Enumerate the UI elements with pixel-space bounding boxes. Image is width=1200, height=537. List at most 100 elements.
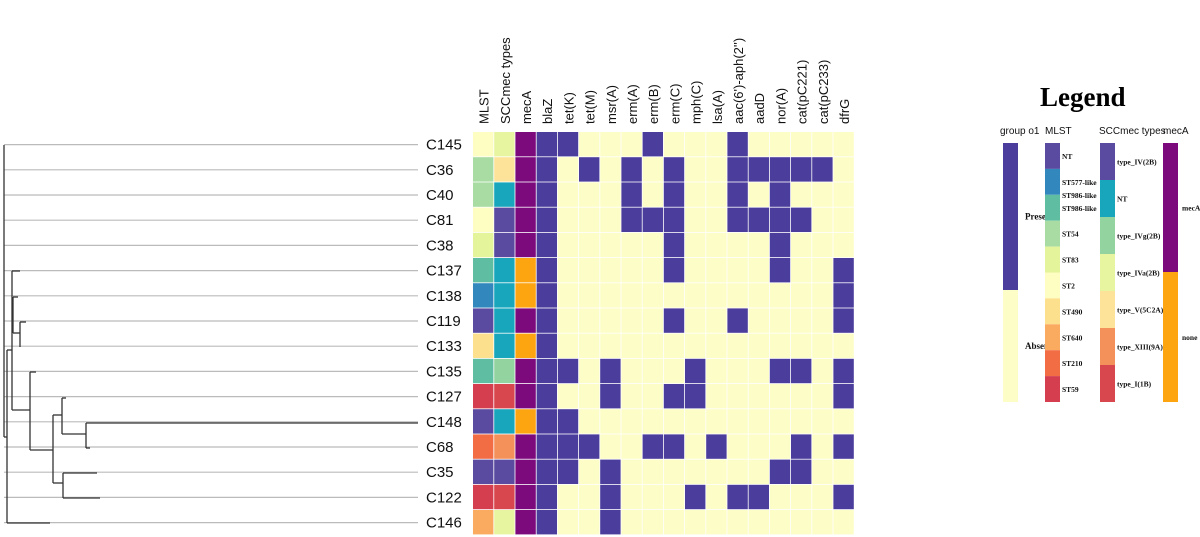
heatmap-cell — [579, 384, 600, 409]
heatmap-cell — [706, 182, 727, 207]
tip-label: C146 — [426, 515, 462, 532]
heatmap-cell — [473, 358, 494, 384]
heatmap-cell — [557, 207, 579, 232]
legend-group-swatch — [1003, 143, 1018, 290]
heatmap-cell — [494, 308, 515, 333]
heatmap-cell — [748, 459, 769, 484]
heatmap-cell — [557, 358, 579, 384]
heatmap-cell — [833, 283, 854, 308]
heatmap-cell — [600, 333, 621, 358]
heatmap-cell — [642, 182, 663, 207]
heatmap-cell — [685, 283, 706, 308]
heatmap-cell — [685, 333, 706, 358]
heatmap-cell — [791, 510, 812, 535]
heatmap-cell — [600, 258, 621, 283]
heatmap-cell — [706, 258, 727, 283]
heatmap-cell — [833, 484, 854, 510]
legend-mlst-header: MLST — [1045, 126, 1072, 137]
heatmap-cell — [579, 510, 600, 535]
heatmap-cell — [579, 333, 600, 358]
heatmap-cell — [748, 157, 769, 182]
legend-mlst-swatch — [1045, 220, 1060, 247]
heatmap-cell — [791, 182, 812, 207]
legend-mlst-swatch — [1045, 324, 1060, 351]
heatmap-cell — [494, 333, 515, 358]
heatmap-cell — [621, 333, 642, 358]
heatmap-cell — [706, 358, 727, 384]
heatmap-cell — [812, 434, 833, 459]
heatmap-cell — [536, 207, 557, 232]
heatmap-cell — [833, 409, 854, 434]
legend-sccmec-label: type_IV(2B) — [1117, 158, 1157, 167]
column-header: mph(C) — [689, 81, 704, 124]
heatmap-cell — [515, 333, 536, 358]
heatmap-cell — [812, 384, 833, 409]
heatmap-cell — [557, 384, 579, 409]
heatmap-cell — [515, 308, 536, 333]
legend-meca-header: mecA — [1163, 126, 1189, 137]
heatmap-cell — [536, 283, 557, 308]
heatmap-cell — [600, 132, 621, 157]
heatmap-cell — [515, 358, 536, 384]
heatmap-cell — [791, 232, 812, 258]
heatmap-cell — [812, 157, 833, 182]
heatmap-cell — [663, 157, 685, 182]
heatmap-cell — [536, 358, 557, 384]
heatmap-cell — [769, 510, 791, 535]
heatmap-cell — [600, 510, 621, 535]
heatmap-cell — [791, 258, 812, 283]
heatmap-cell — [685, 510, 706, 535]
heatmap-cell — [579, 258, 600, 283]
heatmap-cell — [812, 232, 833, 258]
heatmap-cell — [600, 308, 621, 333]
legend-sccmec-label: type_XIII(9A) — [1117, 343, 1163, 352]
tip-label: C133 — [426, 338, 462, 355]
heatmap-cell — [473, 333, 494, 358]
heatmap-cell — [769, 182, 791, 207]
column-header: cat(pC221) — [795, 60, 810, 124]
heatmap-cell — [663, 459, 685, 484]
heatmap-cell — [685, 358, 706, 384]
column-header: nor(A) — [773, 88, 788, 124]
heatmap-cell — [621, 258, 642, 283]
heatmap-cell — [494, 384, 515, 409]
heatmap-cell — [494, 510, 515, 535]
heatmap-cell — [748, 232, 769, 258]
heatmap-cell — [557, 434, 579, 459]
heatmap-cell — [833, 232, 854, 258]
heatmap-cell — [642, 207, 663, 232]
legend-mlst-label: ST210 — [1062, 359, 1083, 368]
heatmap-cell — [663, 207, 685, 232]
heatmap-cell — [536, 182, 557, 207]
heatmap-cell — [833, 207, 854, 232]
heatmap-cell — [557, 258, 579, 283]
heatmap-cell — [748, 258, 769, 283]
heatmap-cell — [727, 232, 748, 258]
heatmap-cell — [579, 182, 600, 207]
heatmap-cell — [663, 384, 685, 409]
heatmap-cell — [600, 358, 621, 384]
heatmap-cell — [621, 384, 642, 409]
legend-sccmec-header: SCCmec types — [1099, 126, 1166, 137]
heatmap-cell — [812, 409, 833, 434]
heatmap-cell — [494, 358, 515, 384]
heatmap-cell — [769, 459, 791, 484]
heatmap-cell — [515, 258, 536, 283]
legend-mlst-swatch — [1045, 272, 1060, 299]
heatmap-cell — [748, 510, 769, 535]
heatmap-cell — [769, 157, 791, 182]
heatmap-cell — [769, 308, 791, 333]
heatmap-cell — [812, 459, 833, 484]
heatmap-cell — [515, 409, 536, 434]
heatmap-cell — [536, 434, 557, 459]
tip-label: C81 — [426, 212, 454, 229]
heatmap-cell — [769, 132, 791, 157]
legend-group-swatch — [1003, 290, 1018, 402]
heatmap-cell — [769, 484, 791, 510]
heatmap-cell — [579, 409, 600, 434]
legend-sccmec-label: type_IVa(2B) — [1117, 269, 1160, 278]
heatmap-cell — [579, 434, 600, 459]
heatmap-cell — [473, 434, 494, 459]
heatmap-cell — [833, 258, 854, 283]
heatmap-cell — [600, 182, 621, 207]
